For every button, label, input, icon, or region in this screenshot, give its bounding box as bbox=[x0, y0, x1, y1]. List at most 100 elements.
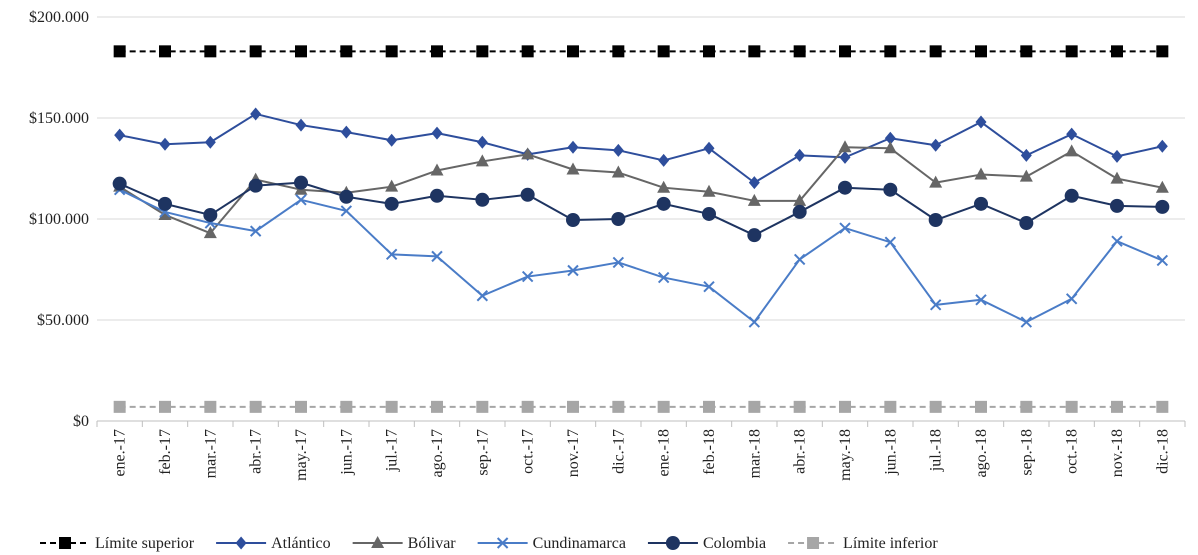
legend-item-colombia: Colombia bbox=[647, 535, 766, 552]
data-point-bolivar bbox=[1065, 144, 1079, 157]
x-tick-label: ago.-18 bbox=[973, 429, 990, 477]
data-point-limite-superior bbox=[1111, 45, 1123, 58]
data-point-cundinamarca bbox=[521, 270, 534, 283]
data-point-cundinamarca bbox=[567, 264, 579, 277]
data-point-bolivar bbox=[974, 167, 988, 180]
data-point-bolivar bbox=[1155, 180, 1169, 193]
legend-marker bbox=[235, 536, 247, 550]
data-point-cundinamarca bbox=[249, 225, 262, 237]
data-point-colombia bbox=[928, 213, 943, 228]
data-point-atlantico bbox=[794, 148, 806, 162]
data-point-limite-superior bbox=[884, 45, 897, 58]
x-tick-labels: ene.-17 feb.-17 mar.-17 abr.-17 may.-17 jun.-… bbox=[112, 429, 1172, 481]
data-point-colombia bbox=[248, 178, 263, 193]
legend-label: Límite superior bbox=[95, 535, 195, 552]
data-point-colombia bbox=[1155, 199, 1170, 214]
legend-marker bbox=[59, 537, 71, 549]
data-point-atlantico bbox=[1156, 139, 1168, 153]
x-tick-label: feb.-17 bbox=[157, 429, 174, 475]
data-point-limite-inferior bbox=[204, 400, 217, 413]
axes bbox=[96, 420, 1186, 427]
legend-item-limite-superior: Límite superior bbox=[40, 535, 195, 552]
data-point-limite-inferior bbox=[1065, 400, 1078, 413]
data-point-colombia bbox=[430, 188, 444, 203]
data-point-colombia bbox=[566, 213, 580, 228]
data-point-limite-superior bbox=[521, 45, 534, 58]
series-limite-superior bbox=[113, 45, 1169, 58]
x-tick-label: jul.-18 bbox=[928, 429, 945, 472]
data-point-colombia bbox=[475, 192, 490, 207]
data-point-bolivar bbox=[1019, 169, 1033, 182]
data-point-atlantico bbox=[975, 115, 987, 129]
data-point-cundinamarca bbox=[1156, 254, 1169, 267]
series-line-atlantico bbox=[119, 112, 1163, 184]
data-point-atlantico bbox=[114, 128, 126, 142]
data-point-limite-inferior bbox=[295, 400, 307, 413]
data-point-atlantico bbox=[703, 141, 715, 155]
x-tick-label: oct.-18 bbox=[1064, 429, 1081, 474]
data-point-limite-superior bbox=[929, 45, 942, 58]
data-point-limite-superior bbox=[657, 45, 670, 58]
data-point-cundinamarca bbox=[975, 294, 987, 306]
data-point-limite-superior bbox=[748, 45, 761, 58]
data-point-bolivar bbox=[657, 180, 671, 193]
x-tick-label: sep.-17 bbox=[474, 429, 491, 476]
legend-label: Bólivar bbox=[408, 535, 457, 552]
data-point-bolivar bbox=[838, 140, 852, 153]
x-tick-label: oct.-17 bbox=[520, 429, 537, 474]
data-point-limite-inferior bbox=[113, 400, 126, 413]
data-point-atlantico bbox=[748, 176, 760, 190]
data-point-cundinamarca bbox=[295, 194, 307, 206]
series-line-cundinamarca bbox=[119, 188, 1163, 324]
data-point-limite-superior bbox=[793, 45, 806, 58]
data-point-atlantico bbox=[839, 150, 851, 164]
data-point-colombia bbox=[203, 207, 218, 222]
x-tick-label: jun.-18 bbox=[882, 429, 899, 476]
data-point-colombia bbox=[158, 196, 172, 211]
data-point-atlantico bbox=[930, 138, 942, 152]
data-point-cundinamarca bbox=[657, 271, 670, 284]
data-point-limite-inferior bbox=[1156, 400, 1169, 413]
data-point-limite-inferior bbox=[476, 400, 489, 413]
data-point-limite-inferior bbox=[884, 400, 897, 413]
data-point-colombia bbox=[112, 176, 127, 191]
x-tick-label: ene.-18 bbox=[656, 429, 673, 477]
x-tick-label: dic.-17 bbox=[610, 429, 627, 474]
data-point-limite-superior bbox=[839, 45, 851, 58]
data-point-limite-inferior bbox=[703, 400, 715, 413]
data-point-atlantico bbox=[612, 143, 624, 157]
data-point-limite-inferior bbox=[249, 400, 262, 413]
data-point-limite-inferior bbox=[431, 400, 443, 413]
data-point-colombia bbox=[384, 196, 399, 211]
data-point-bolivar bbox=[611, 165, 625, 178]
data-point-atlantico bbox=[1111, 149, 1123, 163]
data-point-atlantico bbox=[340, 125, 352, 139]
data-point-colombia bbox=[294, 175, 308, 190]
legend-item-cundinamarca: Cundinamarca bbox=[477, 535, 626, 552]
data-point-limite-inferior bbox=[521, 400, 534, 413]
series-limite-inferior bbox=[113, 400, 1169, 413]
data-point-limite-superior bbox=[703, 45, 715, 58]
data-point-colombia bbox=[747, 228, 762, 243]
data-point-colombia bbox=[974, 196, 988, 211]
data-point-colombia bbox=[611, 212, 626, 226]
data-point-bolivar bbox=[158, 207, 172, 220]
data-point-limite-superior bbox=[340, 45, 353, 58]
data-point-atlantico bbox=[431, 126, 443, 140]
y-tick-label: $100.000 bbox=[29, 211, 89, 228]
x-tick-label: jun.-17 bbox=[338, 429, 355, 476]
data-point-atlantico bbox=[567, 140, 579, 154]
data-point-colombia bbox=[656, 196, 671, 211]
data-point-cundinamarca bbox=[884, 236, 897, 248]
y-tick-label: $200.000 bbox=[29, 9, 89, 26]
data-point-colombia bbox=[838, 180, 852, 195]
data-point-limite-inferior bbox=[612, 400, 625, 413]
data-point-bolivar bbox=[883, 141, 897, 154]
data-point-atlantico bbox=[295, 118, 307, 132]
data-point-limite-inferior bbox=[748, 400, 761, 413]
legend-item-atlantico: Atlántico bbox=[216, 535, 331, 552]
data-point-colombia bbox=[792, 204, 807, 219]
data-point-bolivar bbox=[1110, 171, 1124, 184]
data-point-bolivar bbox=[475, 154, 489, 167]
